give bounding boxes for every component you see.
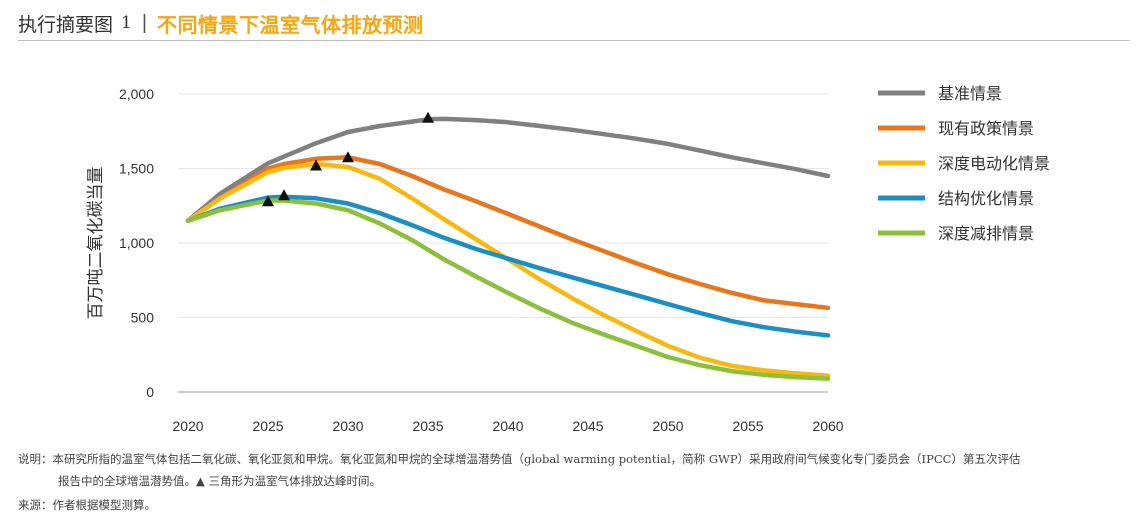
peak-marker [422, 111, 434, 123]
source-line: 来源：作者根据模型测算。 [18, 498, 156, 512]
header-divider [18, 40, 1130, 41]
x-tick-label: 2055 [732, 418, 763, 434]
note-line-2: 报告中的全球增温潜势值。▲ 三角形为温室气体排放达峰时间。 [58, 474, 381, 488]
chart-title: 不同情景下温室气体排放预测 [157, 14, 424, 37]
legend-label: 深度电动化情景 [938, 155, 1050, 173]
y-tick-label: 0 [146, 384, 154, 400]
legend-label: 结构优化情景 [938, 190, 1034, 208]
legend-label: 深度减排情景 [938, 225, 1034, 243]
y-tick-label: 1,500 [119, 161, 154, 177]
figure-label: 执行摘要图 [18, 13, 114, 36]
x-tick-label: 2040 [492, 418, 523, 434]
series-line [185, 198, 831, 381]
peak-marker [310, 159, 322, 171]
y-tick-label: 1,000 [119, 235, 154, 251]
x-tick-label: 2060 [812, 418, 843, 434]
figure-number: 1 [121, 13, 132, 33]
y-tick-label: 500 [131, 310, 155, 326]
legend-label: 基准情景 [938, 85, 1002, 103]
x-tick-label: 2025 [252, 418, 283, 434]
legend-label: 现有政策情景 [938, 120, 1034, 138]
peak-marker [278, 189, 290, 201]
x-tick-label: 2050 [652, 418, 683, 434]
x-tick-label: 2035 [412, 418, 443, 434]
y-tick-label: 2,000 [119, 86, 154, 102]
note-line-1: 说明：本研究所指的温室气体包括二氧化碳、氧化亚氮和甲烷。氧化亚氮和甲烷的全球增温… [18, 452, 1021, 466]
series-line [185, 194, 831, 338]
x-tick-label: 2045 [572, 418, 603, 434]
peak-marker [342, 151, 354, 163]
x-tick-label: 2020 [172, 418, 203, 434]
y-axis-title: 百万吨二氧化碳当量 [86, 167, 105, 320]
figure-header: 执行摘要图 1 | 不同情景下温室气体排放预测 [18, 8, 424, 38]
peak-marker [262, 195, 274, 207]
series-line [185, 116, 831, 223]
x-tick-label: 2030 [332, 418, 363, 434]
emissions-line-chart: 0 500 1,000 1,500 2,000 2020 2025 2030 2035 2040 2… [86, 85, 1050, 434]
header-separator: | [141, 11, 148, 34]
series-line [185, 155, 831, 311]
